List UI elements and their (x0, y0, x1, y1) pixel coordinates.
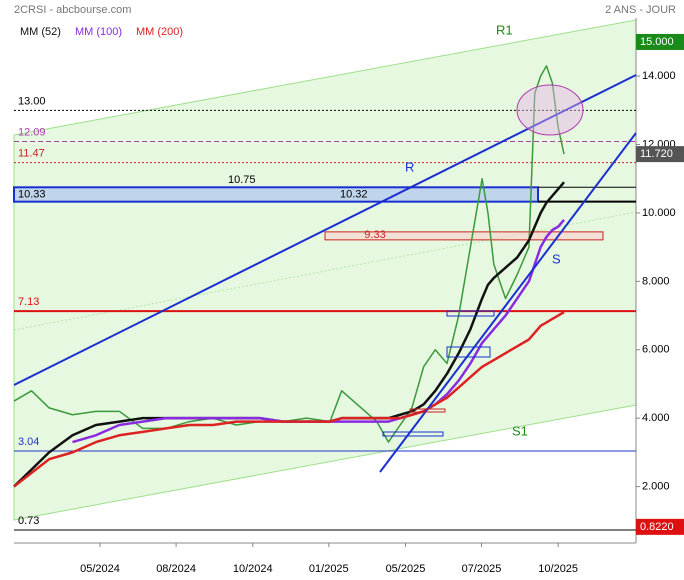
annotation: S1 (512, 423, 528, 438)
series-line (13, 65, 565, 443)
x-tick-label: 05/2024 (80, 563, 120, 575)
box (446, 346, 491, 358)
zone-label: 10.32 (340, 188, 368, 200)
annotation: R1 (496, 22, 513, 37)
box (409, 408, 446, 413)
legend-entry: MM (52) (20, 26, 61, 38)
price-tag (636, 518, 684, 535)
level-label: 7.13 (18, 296, 39, 308)
annotation: R (405, 159, 414, 174)
trendline-s (379, 132, 637, 473)
level-label: 13.00 (18, 95, 46, 107)
highlight (516, 84, 584, 136)
x-tick-label: 05/2025 (386, 563, 426, 575)
box (446, 310, 495, 317)
y-tick-label: 8.000 (642, 275, 670, 287)
x-tick-label: 07/2025 (462, 563, 502, 575)
series-line (13, 181, 565, 488)
level-label: 12.09 (18, 126, 46, 138)
red-zone-label: 9.33 (364, 229, 385, 241)
legend-entry: MM (200) (136, 26, 183, 38)
chart-title: 2CRSI - abcbourse.com (14, 4, 131, 16)
plot: 2.0004.0006.0008.00010.00012.00014.00005… (13, 18, 676, 575)
zone (13, 186, 539, 203)
price-tag (636, 33, 684, 50)
y-tick-label: 14.000 (642, 70, 676, 82)
zone-label: 10.33 (18, 188, 46, 200)
price-tag (636, 146, 684, 163)
series-line (13, 311, 565, 488)
level-label: 11.47 (18, 148, 45, 160)
box (382, 431, 444, 437)
trendline-r (13, 74, 637, 386)
y-tick-label: 10.000 (642, 207, 676, 219)
y-tick-label: 4.000 (642, 412, 670, 424)
chart-subtitle: 2 ANS - JOUR (605, 4, 676, 16)
level-label: 3.04 (18, 436, 39, 448)
red-zone (324, 231, 604, 241)
price-tag-label: 11.720 (640, 148, 673, 160)
x-tick-label: 01/2025 (309, 563, 349, 575)
price-tag-label: 15.000 (640, 36, 674, 48)
x-tick-label: 10/2025 (538, 563, 578, 575)
x-tick-label: 08/2024 (156, 563, 196, 575)
y-tick-label: 2.000 (642, 480, 670, 492)
annotation: S (552, 251, 561, 266)
price-tag-label: 0.8220 (640, 521, 674, 533)
level-label: 0.73 (18, 515, 39, 527)
x-tick-label: 10/2024 (233, 563, 273, 575)
zone-label: 10.75 (228, 174, 256, 186)
y-tick-label: 6.000 (642, 344, 670, 356)
legend-entry: MM (100) (75, 26, 122, 38)
